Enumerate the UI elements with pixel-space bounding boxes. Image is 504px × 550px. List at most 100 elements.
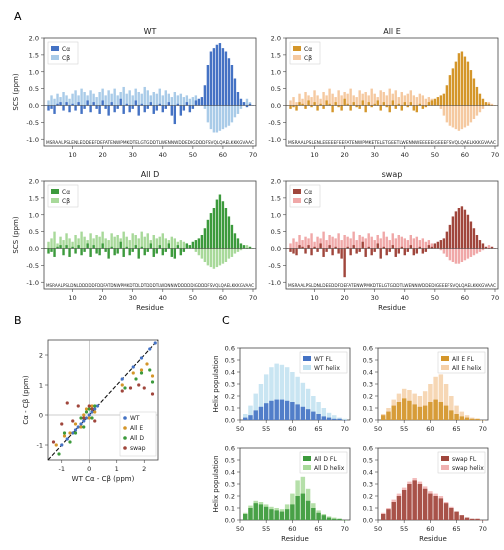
helix-bar-fl (316, 414, 321, 420)
scs-bar-calpha (161, 105, 164, 113)
scs-bar-cbeta (394, 238, 397, 249)
helix-bar-fl (443, 503, 449, 520)
helix-bar-fl (475, 518, 480, 520)
scs-bar-calpha (319, 103, 322, 106)
x-tick-label: 50 (374, 525, 382, 533)
scs-bar-calpha (424, 105, 428, 108)
scs-bar-calpha (370, 248, 373, 256)
scs-bar-calpha (125, 246, 128, 249)
scs-bar-calpha (484, 102, 488, 106)
scs-bar-cbeta (445, 248, 449, 257)
scs-bar-cbeta (98, 236, 101, 249)
y-tick-label: 1.0 (271, 68, 281, 76)
legend-label: Cβ (62, 198, 70, 205)
scs-bar-cbeta (442, 105, 446, 116)
scs-bar-calpha (50, 105, 53, 109)
scs-bar-calpha (56, 103, 59, 106)
scs-bar-cbeta (430, 243, 434, 249)
helix-bar-fl (443, 405, 449, 420)
scs-bar-calpha (236, 238, 240, 249)
scs-bar-cbeta (346, 93, 349, 106)
y-tick-label: 2 (39, 352, 43, 360)
scs-bar-calpha (176, 245, 180, 249)
scs-bar-cbeta (427, 240, 431, 249)
scs-bar-calpha (418, 246, 422, 249)
scs-bar-cbeta (319, 98, 322, 106)
scs-bar-calpha (224, 51, 228, 106)
scs-bar-cbeta (463, 105, 467, 128)
scs-axes-frame (43, 180, 257, 290)
scatter-point (60, 422, 64, 426)
scs-bar-calpha (463, 56, 467, 106)
scs-bar-cbeta (379, 238, 382, 249)
x-tick-label: 50 (374, 425, 382, 433)
scs-bar-calpha (292, 105, 295, 108)
helix-bar-fl (396, 402, 402, 420)
scs-bar-calpha (346, 246, 349, 249)
scs-bar-calpha (197, 98, 201, 106)
helix-bar-fl (253, 410, 258, 420)
x-tick-label: 30 (371, 294, 379, 302)
x-tick-label: 40 (159, 294, 167, 302)
scs-bar-calpha (358, 248, 361, 252)
scs-bar-calpha (215, 199, 219, 249)
scatter-point (57, 452, 61, 456)
helix-bar-helix (274, 363, 279, 420)
scs-bar-cbeta (65, 95, 68, 106)
scs-bar-calpha (460, 51, 464, 106)
scs-bar-cbeta (191, 97, 195, 106)
scs-bar-calpha (433, 243, 437, 249)
scs-bar-calpha (218, 43, 222, 106)
scs-bar-cbeta (71, 93, 74, 106)
x-tick-label: 65 (314, 525, 322, 533)
scs-bar-calpha (385, 248, 388, 256)
scs-bar-calpha (304, 248, 307, 254)
scatter-point (137, 383, 141, 387)
helix-bar-helix (438, 374, 444, 420)
scs-bar-calpha (68, 248, 71, 257)
legend-swatch (303, 465, 311, 470)
scs-panel-title: swap (382, 170, 403, 179)
helix-bar-fl (454, 511, 459, 520)
scs-bar-calpha (451, 216, 455, 249)
scs-bar-calpha (403, 248, 406, 256)
scs-bar-cbeta (409, 235, 412, 249)
scs-bar-calpha (454, 211, 458, 249)
scs-bar-cbeta (403, 95, 406, 106)
scs-bar-cbeta (295, 241, 298, 249)
legend-label: Cα (304, 189, 312, 196)
scs-bar-cbeta (179, 93, 183, 106)
helix-bar-fl (290, 402, 295, 420)
scatter-point (82, 425, 86, 429)
scs-bar-calpha (409, 245, 412, 249)
panel-letter-b: B (14, 314, 22, 327)
scs-bar-cbeta (206, 105, 210, 123)
scs-bar-calpha (110, 102, 113, 106)
scs-bar-cbeta (134, 88, 137, 106)
scs-bar-cbeta (101, 88, 104, 106)
helix-bar-helix (258, 384, 264, 420)
scs-bar-calpha (53, 248, 56, 257)
y-axis-label: Helix population (212, 455, 220, 512)
scs-bar-cbeta (394, 90, 397, 106)
scs-bar-calpha (406, 248, 409, 252)
scs-bar-cbeta (424, 241, 428, 249)
scatter-point (131, 371, 135, 375)
scs-bar-calpha (319, 243, 322, 249)
scs-bar-calpha (355, 105, 358, 108)
scs-bar-cbeta (131, 233, 134, 249)
helix-bar-fl (258, 504, 264, 520)
scs-bar-calpha (295, 248, 298, 256)
x-tick-label: 55 (400, 525, 408, 533)
scatter-point (150, 380, 155, 384)
scs-bar-cbeta (53, 98, 56, 106)
x-tick-label: 70 (249, 151, 257, 159)
scs-bar-calpha (307, 100, 310, 106)
scatter-point (150, 392, 155, 396)
y-tick-label: 0.5 (271, 85, 281, 93)
helix-bar-helix (269, 367, 274, 420)
scs-bar-cbeta (47, 241, 50, 249)
scs-bar-calpha (188, 245, 192, 249)
scs-bar-cbeta (221, 248, 225, 264)
scs-bar-cbeta (227, 105, 231, 126)
